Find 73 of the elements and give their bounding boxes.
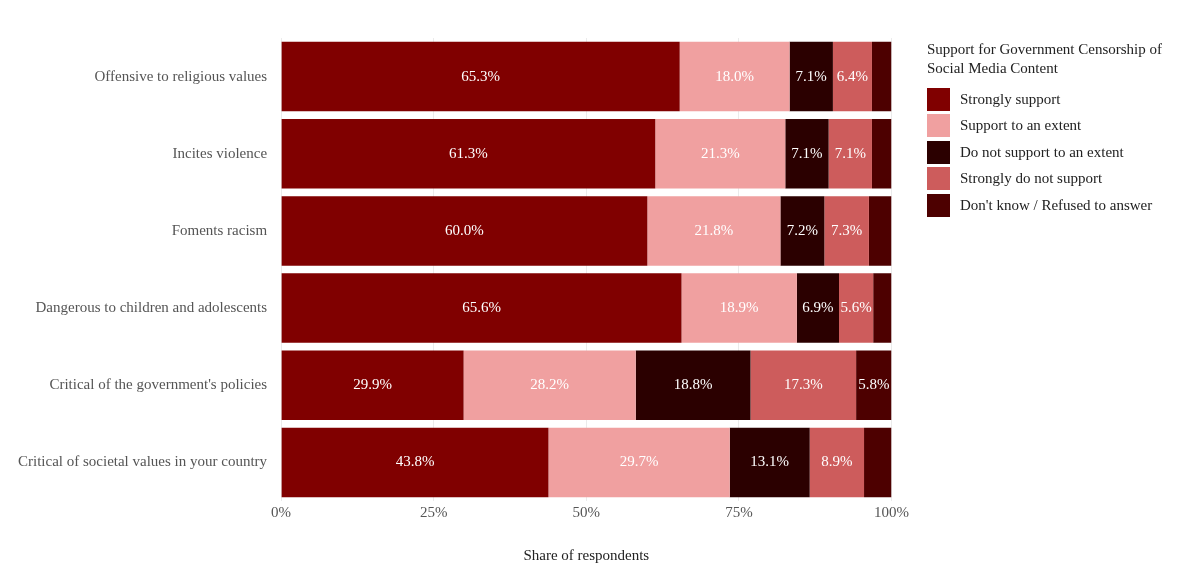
y-tick-label: Critical of societal values in your country — [17, 453, 268, 470]
x-tick-label: 0% — [271, 503, 292, 520]
data-label: 18.0% — [715, 67, 754, 84]
bar — [839, 273, 874, 343]
bar — [548, 427, 730, 498]
bar — [871, 119, 892, 189]
x-tick-label: 75% — [725, 503, 753, 520]
legend-title: Support for Government Censorship of Social Media Content — [927, 40, 1163, 78]
bar — [463, 350, 636, 420]
bar — [281, 427, 549, 498]
bar — [785, 119, 829, 189]
data-label: 7.1% — [795, 67, 827, 84]
data-label: 29.7% — [619, 453, 659, 470]
bar — [281, 119, 656, 189]
data-label: 8.9% — [821, 453, 853, 470]
bar — [635, 350, 751, 420]
data-label: 7.3% — [831, 221, 863, 238]
bar — [780, 196, 825, 266]
bar — [796, 273, 840, 343]
bar — [281, 273, 682, 343]
y-tick-label: Foments racism — [171, 221, 268, 238]
bar — [868, 196, 892, 266]
data-label: 13.1% — [750, 453, 790, 470]
data-label: 60.0% — [445, 221, 484, 238]
y-tick-label: Dangerous to children and adolescents — [35, 299, 268, 316]
bar — [789, 41, 833, 112]
bar — [281, 41, 680, 112]
data-label: 7.1% — [834, 144, 866, 161]
bar — [655, 119, 786, 189]
bar — [681, 273, 797, 343]
bar — [281, 196, 648, 266]
x-tick-label: 100% — [874, 503, 909, 520]
legend-label: Strongly do not support — [960, 170, 1103, 188]
bar — [864, 427, 892, 498]
data-label: 28.2% — [530, 376, 570, 393]
x-tick-label: 25% — [419, 503, 448, 520]
bar — [679, 41, 790, 112]
data-label: 21.8% — [694, 221, 734, 238]
data-label: 17.3% — [783, 376, 823, 393]
bar — [856, 350, 892, 420]
data-label: 5.8% — [858, 376, 890, 393]
y-tick-label: Incites violence — [172, 144, 268, 161]
data-label: 7.1% — [791, 144, 823, 161]
data-label: 6.9% — [802, 299, 834, 316]
bar — [828, 119, 872, 189]
x-axis-title: Share of respondents — [523, 546, 650, 563]
legend-label: Do not support to an extent — [960, 143, 1124, 161]
bar — [824, 196, 869, 266]
data-label: 5.6% — [840, 299, 872, 316]
data-label: 65.3% — [461, 67, 501, 84]
legend-label: Strongly support — [960, 90, 1061, 108]
data-label: 65.6% — [462, 299, 501, 316]
data-label: 6.4% — [836, 67, 869, 84]
data-label: 18.8% — [673, 376, 713, 393]
y-tick-label: Offensive to religious values — [94, 67, 268, 84]
bar — [647, 196, 781, 266]
x-tick-label: 50% — [572, 503, 601, 520]
bar — [750, 350, 857, 420]
bar — [729, 427, 810, 498]
bar — [281, 350, 464, 420]
data-label: 61.3% — [449, 144, 488, 161]
data-label: 18.9% — [719, 299, 759, 316]
y-tick-label: Critical of the government's policies — [49, 376, 268, 393]
legend-label: Don't know / Refused to answer — [960, 196, 1153, 214]
data-label: 43.8% — [395, 453, 435, 470]
legend-label: Support to an extent — [960, 117, 1082, 135]
bar — [871, 41, 892, 112]
data-label: 29.9% — [353, 376, 392, 393]
bar — [832, 41, 872, 112]
bar — [809, 427, 865, 498]
data-label: 21.3% — [700, 144, 740, 161]
data-label: 7.2% — [786, 221, 819, 238]
bar — [873, 273, 892, 343]
